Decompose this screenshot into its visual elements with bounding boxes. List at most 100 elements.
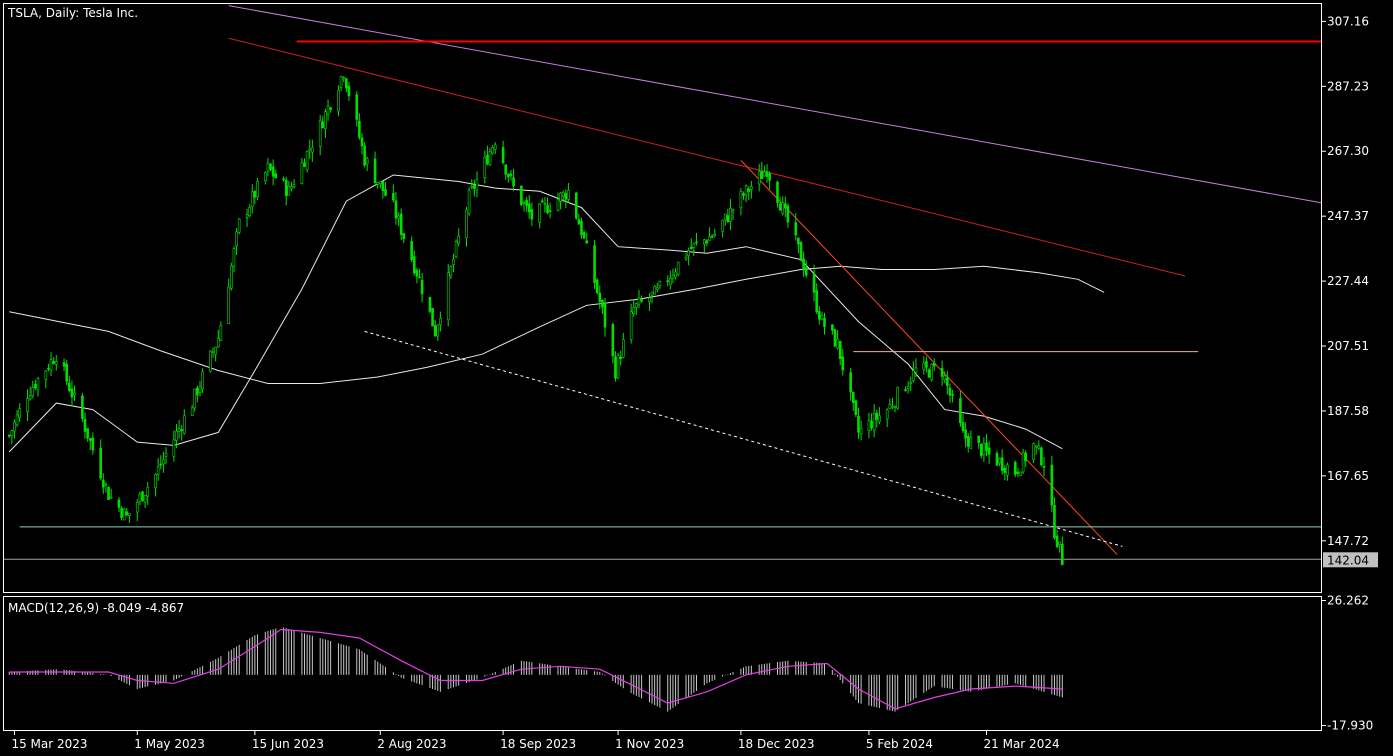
candle-body: [637, 297, 641, 305]
candle-body: [1055, 535, 1059, 548]
candle-body: [1040, 447, 1043, 466]
candle-body: [622, 339, 625, 358]
candle-body: [245, 214, 249, 218]
candle-body: [998, 458, 1001, 464]
candle-body: [629, 311, 633, 340]
candle-body: [138, 493, 142, 502]
candle-body: [841, 356, 845, 371]
time-tick-label: 15 Mar 2023: [11, 737, 87, 751]
candle-body: [930, 363, 933, 381]
candle-body: [577, 219, 581, 225]
candle-body: [392, 193, 395, 201]
candle-body: [640, 299, 643, 302]
candle-body: [520, 185, 523, 206]
candle-body: [321, 121, 325, 129]
candle-body: [73, 392, 76, 395]
candle-body: [723, 213, 727, 221]
candle-body: [1050, 464, 1054, 506]
macd-panel-frame: [3, 596, 1322, 731]
candle-body: [669, 277, 672, 285]
candle-body: [44, 370, 48, 380]
candle-body: [726, 215, 730, 222]
candle-body: [977, 435, 980, 443]
candle-body: [687, 250, 690, 257]
candle-body: [237, 218, 241, 233]
candle-body: [875, 412, 879, 420]
candle-body: [1013, 462, 1017, 475]
time-axis: 15 Mar 2023 1 May 2023 15 Jun 2023 2 Aug 20…: [11, 730, 1060, 751]
candle-body: [264, 172, 267, 181]
candle-body: [781, 202, 785, 214]
candle-body: [190, 407, 194, 416]
candle-body: [159, 463, 163, 466]
candle-body: [18, 408, 21, 418]
candle-body: [893, 406, 897, 409]
candle-body: [765, 171, 769, 177]
candle-body: [914, 367, 918, 373]
candle-body: [906, 385, 910, 389]
candle-body: [817, 311, 821, 320]
candle-body: [632, 307, 636, 314]
candle-body: [36, 378, 40, 390]
candle-body: [26, 398, 29, 412]
candle-body: [666, 280, 670, 282]
candle-body: [1006, 464, 1009, 476]
candle-body: [311, 147, 314, 153]
price-tick-label: 287.23: [1327, 79, 1369, 93]
candle-body: [851, 391, 855, 403]
candle-body: [964, 429, 967, 439]
candle-body: [282, 178, 285, 181]
candle-body: [614, 356, 617, 379]
candlestick-layer: [7, 75, 1064, 566]
candle-body: [101, 479, 105, 488]
candle-body: [109, 496, 113, 499]
candle-body: [731, 209, 735, 212]
candle-body: [854, 400, 858, 416]
candle-body: [979, 444, 983, 456]
candle-body: [546, 204, 549, 214]
candle-body: [1037, 445, 1041, 449]
trendline-red_steep: [740, 160, 1118, 555]
candle-body: [410, 241, 413, 261]
candle-body: [635, 303, 638, 308]
candle-body: [292, 184, 296, 187]
price-tick-label: 227.44: [1327, 274, 1369, 288]
candle-body: [201, 371, 204, 390]
candle-body: [985, 442, 988, 452]
candle-body: [601, 299, 604, 308]
candle-body: [376, 182, 379, 185]
candle-body: [15, 414, 19, 426]
candle-body: [211, 350, 215, 353]
candle-body: [548, 210, 552, 212]
candle-body: [397, 215, 400, 219]
candle-body: [488, 151, 492, 165]
current-price-badge[interactable]: 142.04: [1323, 552, 1378, 568]
candle-body: [961, 422, 965, 432]
candle-body: [49, 359, 53, 371]
candle-body: [107, 486, 110, 500]
trendline-red_upper: [228, 37, 1186, 277]
candle-body: [987, 447, 991, 455]
candle-body: [467, 190, 471, 214]
candle-body: [287, 185, 291, 196]
candle-body: [470, 186, 474, 188]
candle-body: [439, 318, 442, 326]
candle-body: [1021, 452, 1025, 473]
macd-tick-label: 26.262: [1327, 594, 1369, 608]
candle-body: [196, 387, 199, 396]
candle-body: [381, 181, 385, 192]
candle-body: [559, 192, 562, 202]
candle-body: [412, 256, 416, 274]
candle-body: [253, 191, 257, 198]
candle-body: [1042, 465, 1046, 468]
candle-body: [318, 120, 322, 147]
candle-body: [473, 184, 476, 189]
candle-body: [1032, 443, 1035, 460]
candle-body: [433, 325, 437, 337]
candle-body: [1034, 445, 1038, 448]
candle-body: [951, 394, 954, 396]
candle-body: [784, 203, 787, 209]
trendline-layer: [4, 5, 1322, 560]
candle-body: [65, 363, 69, 382]
candle-body: [1024, 452, 1028, 462]
